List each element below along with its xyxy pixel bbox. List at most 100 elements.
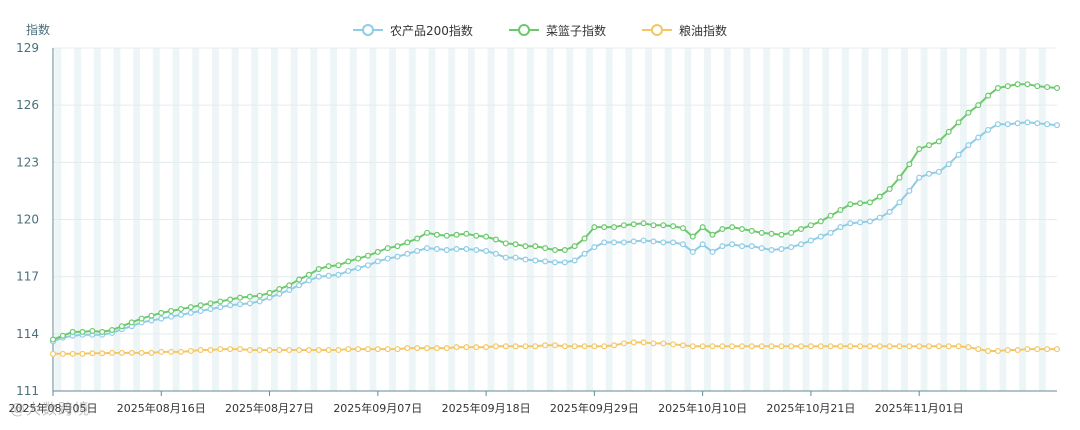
data-point xyxy=(955,343,962,350)
data-point xyxy=(916,145,923,152)
data-point xyxy=(571,257,578,264)
data-point xyxy=(266,289,273,296)
data-point xyxy=(296,347,303,354)
data-point xyxy=(532,243,539,250)
data-point xyxy=(49,336,56,343)
series-0 xyxy=(49,119,1060,345)
data-point xyxy=(453,344,460,351)
data-point xyxy=(237,301,244,308)
data-point xyxy=(729,224,736,231)
data-point xyxy=(630,221,637,228)
data-point xyxy=(79,350,86,357)
data-point xyxy=(522,256,529,263)
data-point xyxy=(1024,81,1031,88)
data-point xyxy=(69,328,76,335)
data-point xyxy=(748,243,755,250)
data-point xyxy=(59,350,66,357)
data-point xyxy=(177,306,184,313)
data-point xyxy=(758,245,765,252)
data-point xyxy=(374,248,381,255)
series-1 xyxy=(49,81,1060,343)
data-point xyxy=(1034,120,1041,127)
data-point xyxy=(443,246,450,253)
data-point xyxy=(847,201,854,208)
legend-label: 农产品200指数 xyxy=(390,23,473,38)
data-point xyxy=(473,344,480,351)
legend-swatch-icon xyxy=(353,23,384,37)
legend: 农产品200指数 菜篮子指数 粮油指数 xyxy=(0,21,1080,39)
data-point xyxy=(896,343,903,350)
data-point xyxy=(492,236,499,243)
data-point xyxy=(660,239,667,246)
legend-item-grain-oil[interactable]: 粮油指数 xyxy=(641,22,727,39)
data-point xyxy=(109,327,116,334)
data-point xyxy=(453,231,460,238)
data-point xyxy=(561,343,568,350)
data-point xyxy=(424,229,431,236)
y-tick-label: 114 xyxy=(16,327,39,341)
data-point xyxy=(729,241,736,248)
data-point xyxy=(325,347,332,354)
data-point xyxy=(601,224,608,231)
data-point xyxy=(207,347,214,354)
data-point xyxy=(640,339,647,346)
data-point xyxy=(709,231,716,238)
data-point xyxy=(886,208,893,215)
data-point xyxy=(177,311,184,318)
data-point xyxy=(896,174,903,181)
data-point xyxy=(227,346,234,353)
data-point xyxy=(1004,83,1011,90)
data-point xyxy=(512,254,519,261)
data-point xyxy=(384,346,391,353)
data-point xyxy=(315,273,322,280)
legend-item-basket[interactable]: 菜篮子指数 xyxy=(508,22,606,39)
y-axis-label: 指数 xyxy=(26,23,51,37)
data-point xyxy=(945,128,952,135)
data-point xyxy=(866,199,873,206)
data-point xyxy=(581,343,588,350)
data-point xyxy=(926,343,933,350)
data-point xyxy=(1053,85,1060,92)
legend-item-agri200[interactable]: 农产品200指数 xyxy=(353,22,473,39)
data-point xyxy=(276,286,283,293)
x-tick-label: 2025年10月21日 xyxy=(766,401,855,415)
data-point xyxy=(148,312,155,319)
data-point xyxy=(876,214,883,221)
data-point xyxy=(453,246,460,253)
data-point xyxy=(591,244,598,251)
data-point xyxy=(709,343,716,350)
data-point xyxy=(1053,122,1060,129)
data-point xyxy=(148,317,155,324)
data-point xyxy=(857,219,864,226)
data-point xyxy=(837,343,844,350)
data-point xyxy=(79,328,86,335)
legend-label: 菜篮子指数 xyxy=(545,23,606,38)
data-point xyxy=(975,102,982,109)
data-point xyxy=(985,92,992,99)
data-point xyxy=(502,240,509,247)
data-point xyxy=(926,170,933,177)
data-point xyxy=(847,343,854,350)
data-point xyxy=(364,262,371,269)
data-point xyxy=(473,232,480,239)
data-point xyxy=(414,235,421,242)
data-point xyxy=(256,347,263,354)
data-point xyxy=(168,313,175,320)
data-point xyxy=(620,222,627,229)
series-group xyxy=(49,81,1060,357)
data-point xyxy=(237,294,244,301)
data-point xyxy=(355,265,362,272)
data-point xyxy=(611,342,618,349)
data-point xyxy=(778,231,785,238)
y-tick-label: 126 xyxy=(16,98,39,112)
data-point xyxy=(315,347,322,354)
data-point xyxy=(197,302,204,309)
legend-swatch-icon xyxy=(641,23,672,37)
data-point xyxy=(1024,346,1031,353)
data-point xyxy=(1014,120,1021,127)
data-point xyxy=(305,277,312,284)
data-point xyxy=(286,347,293,354)
data-point xyxy=(679,241,686,248)
data-point xyxy=(364,252,371,259)
